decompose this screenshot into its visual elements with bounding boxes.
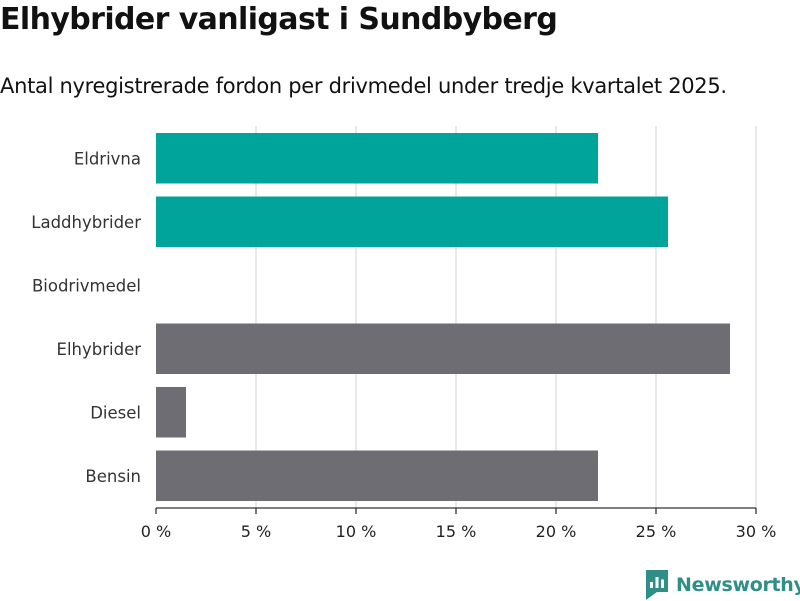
category-label: Eldrivna <box>74 149 141 168</box>
newsworthy-logo-icon <box>646 570 668 600</box>
category-label: Bensin <box>85 467 141 486</box>
x-tick-label: 5 % <box>241 522 271 541</box>
category-label: Diesel <box>90 403 141 422</box>
bar <box>156 387 186 438</box>
brand-name: Newsworthy <box>676 574 800 596</box>
chart-subtitle: Antal nyregistrerade fordon per drivmede… <box>0 74 727 98</box>
x-tick-label: 30 % <box>736 522 777 541</box>
bar <box>156 133 598 184</box>
x-tick-label: 10 % <box>336 522 377 541</box>
x-tick-label: 25 % <box>636 522 677 541</box>
bar <box>156 323 730 374</box>
chart-title: Elhybrider vanligast i Sundbyberg <box>0 2 558 37</box>
category-label: Elhybrider <box>57 340 142 359</box>
category-label: Laddhybrider <box>31 213 141 232</box>
brand-logo: Newsworthy <box>644 569 800 601</box>
category-label: Biodrivmedel <box>32 276 141 295</box>
bar <box>156 450 598 501</box>
x-tick-label: 0 % <box>141 522 171 541</box>
x-tick-label: 20 % <box>536 522 577 541</box>
x-tick-label: 15 % <box>436 522 477 541</box>
bar <box>156 196 668 247</box>
